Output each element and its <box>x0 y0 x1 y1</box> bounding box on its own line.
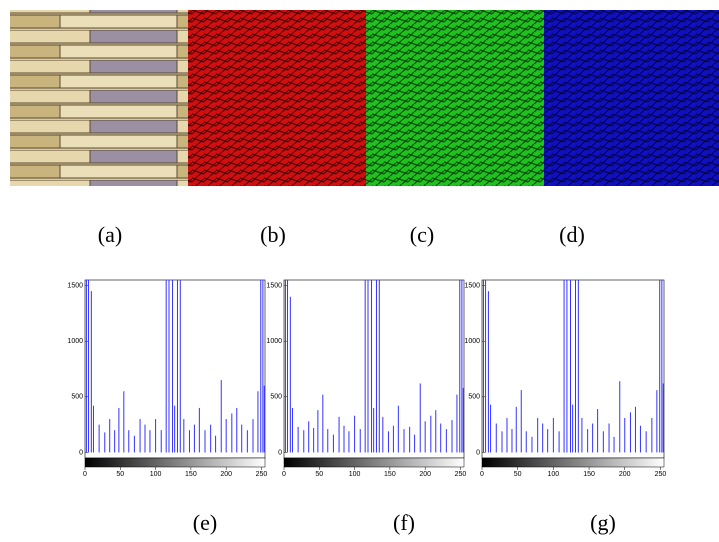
x-tick-label: 0 <box>83 471 87 478</box>
y-tick-label: 500 <box>71 394 83 401</box>
x-tick-label: 100 <box>548 471 560 478</box>
caption: (a) <box>98 222 122 247</box>
image-a <box>10 10 188 186</box>
y-tick-label: 0 <box>278 449 282 456</box>
caption: (d) <box>559 222 585 247</box>
y-tick-label: 1500 <box>67 282 83 289</box>
x-tick-label: 250 <box>655 471 667 478</box>
x-tick-label: 50 <box>116 471 124 478</box>
x-tick-label: 100 <box>150 471 162 478</box>
colorbar <box>481 457 665 468</box>
y-tick-label: 500 <box>468 394 480 401</box>
colorbar <box>84 457 266 468</box>
x-tick-label: 0 <box>282 471 286 478</box>
y-tick-label: 0 <box>476 449 480 456</box>
x-tick-label: 200 <box>619 471 631 478</box>
x-tick-label: 250 <box>256 471 268 478</box>
caption: (c) <box>410 222 434 247</box>
x-tick-label: 50 <box>315 471 323 478</box>
image-b-texture <box>188 10 366 186</box>
caption: (e) <box>193 510 217 535</box>
y-tick-label: 1000 <box>67 338 83 345</box>
y-tick-label: 500 <box>270 394 282 401</box>
image-d-texture <box>544 10 719 186</box>
x-tick-label: 0 <box>480 471 484 478</box>
caption: (g) <box>590 510 616 535</box>
y-tick-label: 1000 <box>464 338 480 345</box>
x-tick-label: 200 <box>220 471 232 478</box>
image-c-texture <box>366 10 544 186</box>
x-tick-label: 150 <box>185 471 197 478</box>
caption: (b) <box>260 222 286 247</box>
y-tick-label: 0 <box>79 449 83 456</box>
x-tick-label: 150 <box>583 471 595 478</box>
x-tick-label: 250 <box>455 471 467 478</box>
x-tick-label: 100 <box>349 471 361 478</box>
colorbar <box>283 457 465 468</box>
x-tick-label: 150 <box>384 471 396 478</box>
y-tick-label: 1000 <box>266 338 282 345</box>
caption: (f) <box>393 510 415 535</box>
y-tick-label: 1500 <box>464 282 480 289</box>
x-tick-label: 50 <box>514 471 522 478</box>
y-tick-label: 1500 <box>266 282 282 289</box>
x-tick-label: 200 <box>419 471 431 478</box>
